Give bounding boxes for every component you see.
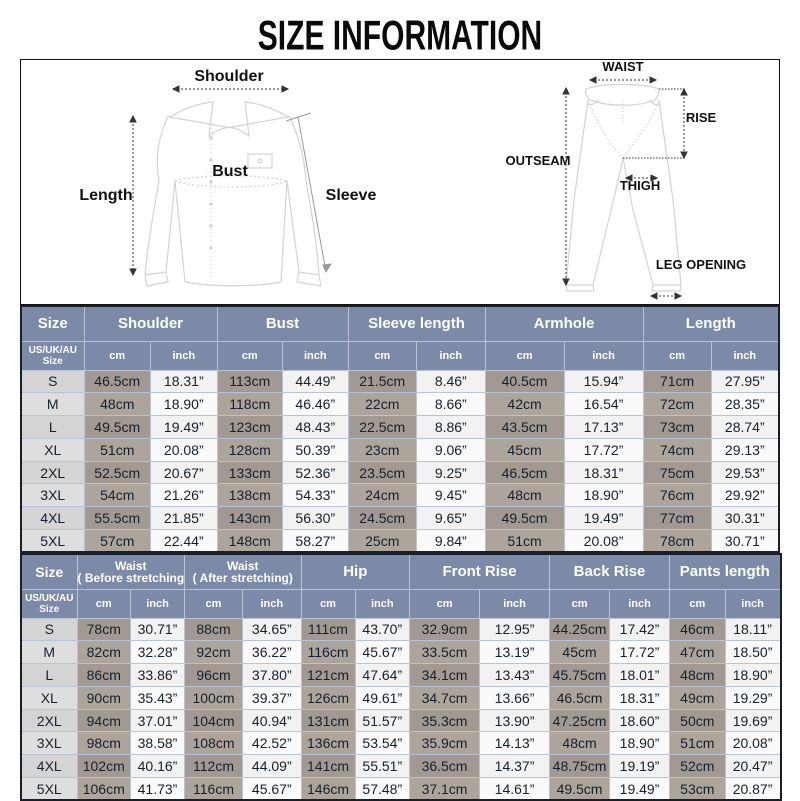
svg-text:LEG OPENING: LEG OPENING — [656, 257, 746, 272]
svg-text:WAIST: WAIST — [602, 60, 643, 74]
svg-text:OUTSEAM: OUTSEAM — [506, 153, 571, 168]
svg-text:THIGH: THIGH — [620, 178, 660, 193]
svg-text:Length: Length — [79, 187, 132, 204]
svg-text:RISE: RISE — [686, 110, 717, 125]
svg-text:Shoulder: Shoulder — [194, 68, 263, 85]
svg-text:Sleeve: Sleeve — [326, 187, 377, 204]
svg-text:Bust: Bust — [212, 163, 248, 180]
